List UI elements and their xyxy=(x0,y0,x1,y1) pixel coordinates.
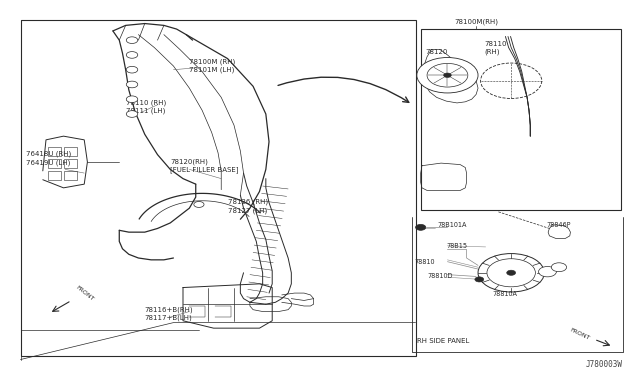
Bar xyxy=(48,171,61,180)
Circle shape xyxy=(415,224,426,230)
Bar xyxy=(64,159,77,168)
Text: 78116+B(RH)
78117+B(LH): 78116+B(RH) 78117+B(LH) xyxy=(145,306,193,321)
Text: 78810A: 78810A xyxy=(492,291,517,297)
Circle shape xyxy=(126,111,138,117)
Text: 78100M(RH): 78100M(RH) xyxy=(454,19,498,25)
Circle shape xyxy=(417,58,478,93)
Text: RH SIDE PANEL: RH SIDE PANEL xyxy=(417,338,469,344)
Text: 76418U (RH)
76419U (LH): 76418U (RH) 76419U (LH) xyxy=(26,151,71,166)
Bar xyxy=(48,147,61,156)
Text: J780003W: J780003W xyxy=(586,360,623,369)
Text: FRONT: FRONT xyxy=(569,327,591,341)
Circle shape xyxy=(478,254,544,292)
Text: 78126 (RH)
78127 (LH): 78126 (RH) 78127 (LH) xyxy=(228,199,268,214)
Circle shape xyxy=(126,66,138,73)
Circle shape xyxy=(126,52,138,58)
Circle shape xyxy=(126,96,138,103)
Text: 78B101A: 78B101A xyxy=(438,222,467,228)
Text: 78B15: 78B15 xyxy=(446,243,467,249)
Bar xyxy=(64,171,77,180)
Text: 78110 (RH)
78111 (LH): 78110 (RH) 78111 (LH) xyxy=(125,99,166,114)
Text: 78810: 78810 xyxy=(414,259,435,265)
Text: 78810D: 78810D xyxy=(427,273,452,279)
Circle shape xyxy=(126,37,138,44)
Bar xyxy=(420,29,621,210)
Circle shape xyxy=(126,81,138,88)
Text: 78100M (RH)
78101M (LH): 78100M (RH) 78101M (LH) xyxy=(189,59,236,73)
Circle shape xyxy=(539,266,556,277)
Text: 78846P: 78846P xyxy=(546,222,571,228)
Bar xyxy=(20,20,415,356)
Circle shape xyxy=(507,270,516,275)
Bar xyxy=(48,159,61,168)
Text: 78110
(RH): 78110 (RH) xyxy=(484,41,507,55)
Text: 78120(RH)
[FUEL FILLER BASE]: 78120(RH) [FUEL FILLER BASE] xyxy=(170,158,239,173)
Text: 78120: 78120 xyxy=(425,49,447,55)
Circle shape xyxy=(475,277,484,282)
Text: FRONT: FRONT xyxy=(75,285,95,302)
Circle shape xyxy=(444,73,451,77)
Circle shape xyxy=(551,263,566,272)
Bar xyxy=(64,147,77,156)
